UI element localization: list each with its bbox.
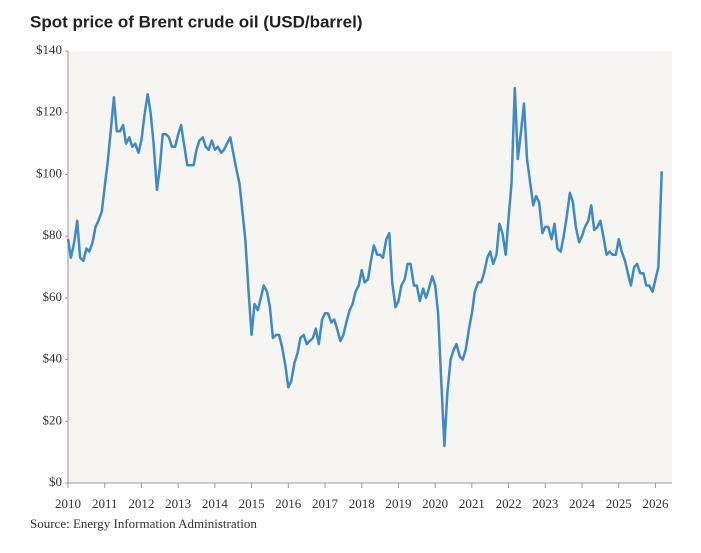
- source-note: Source: Energy Information Administratio…: [30, 516, 257, 531]
- y-tick-label: $100: [36, 165, 62, 180]
- y-tick-label: $120: [36, 104, 62, 119]
- y-tick-label: $0: [49, 474, 62, 489]
- x-tick-label: 2019: [385, 496, 411, 511]
- x-tick-label: 2024: [569, 496, 596, 511]
- x-tick-label: 2026: [642, 496, 669, 511]
- chart-title: Spot price of Brent crude oil (USD/barre…: [30, 12, 363, 31]
- x-tick-label: 2011: [92, 496, 118, 511]
- x-tick-label: 2015: [239, 496, 265, 511]
- x-tick-label: 2021: [459, 496, 485, 511]
- x-tick-label: 2016: [275, 496, 302, 511]
- y-tick-label: $80: [43, 227, 63, 242]
- y-tick-label: $40: [43, 351, 63, 366]
- price-line: [66, 86, 663, 448]
- x-tick-label: 2017: [312, 496, 339, 511]
- x-tick-label: 2010: [55, 496, 81, 511]
- x-tick-label: 2013: [165, 496, 191, 511]
- y-tick-label: $20: [43, 412, 63, 427]
- x-tick-label: 2020: [422, 496, 448, 511]
- y-tick-label: $60: [43, 289, 63, 304]
- x-tick-label: 2025: [606, 496, 632, 511]
- x-tick-label: 2014: [202, 496, 229, 511]
- x-tick-label: 2018: [349, 496, 375, 511]
- x-tick-label: 2023: [532, 496, 558, 511]
- x-tick-label: 2022: [496, 496, 522, 511]
- y-tick-label: $140: [36, 42, 62, 57]
- x-tick-label: 2012: [128, 496, 154, 511]
